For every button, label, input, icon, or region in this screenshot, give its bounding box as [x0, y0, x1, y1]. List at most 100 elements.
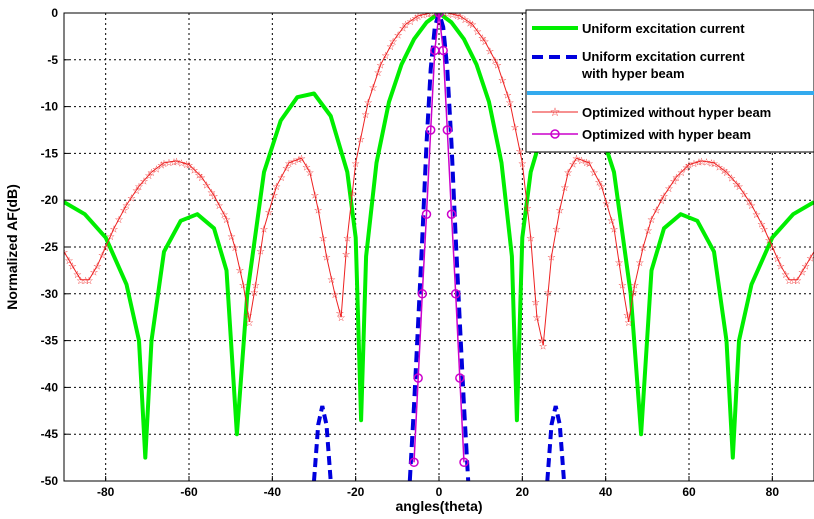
star-marker: ☆ [440, 8, 449, 19]
star-marker: ☆ [547, 252, 556, 263]
series-sidelobe-uniform-hyper [545, 405, 566, 481]
star-marker: ☆ [245, 318, 254, 329]
star-marker: ☆ [399, 24, 408, 35]
star-marker: ☆ [60, 248, 69, 259]
star-marker: ☆ [781, 270, 790, 281]
star-marker: ☆ [381, 51, 390, 62]
star-marker: ☆ [760, 224, 769, 235]
legend-marker-optimized-hyper [550, 129, 560, 139]
series-1 [312, 13, 566, 481]
star-marker: ☆ [618, 280, 627, 291]
star-marker: ☆ [610, 224, 619, 235]
star-marker: ☆ [715, 163, 724, 174]
star-marker: ☆ [473, 27, 482, 38]
circle-marker [434, 13, 444, 18]
star-marker: ☆ [537, 336, 546, 347]
star-marker: ☆ [132, 186, 141, 197]
star-marker: ☆ [145, 171, 154, 182]
star-marker: ☆ [411, 13, 420, 24]
series-2: ☆☆☆☆☆☆☆☆☆☆☆☆☆☆☆☆☆☆☆☆☆☆☆☆☆☆☆☆☆☆☆☆☆☆☆☆☆☆☆☆… [60, 8, 814, 352]
y-tick-label: -15 [41, 146, 59, 160]
star-marker: ☆ [539, 341, 548, 352]
star-marker: ☆ [140, 177, 149, 188]
star-marker: ☆ [806, 253, 814, 264]
star-marker: ☆ [515, 147, 524, 158]
y-tick-label: -10 [41, 100, 59, 114]
star-marker: ☆ [798, 267, 807, 278]
series-line-uniform [64, 13, 814, 460]
x-tick-label: -60 [180, 485, 198, 499]
star-marker: ☆ [265, 207, 274, 218]
circle-marker [417, 289, 428, 299]
star-marker: ☆ [98, 250, 107, 261]
circle-marker [421, 209, 432, 219]
star-marker: ☆ [647, 215, 656, 226]
star-marker: ☆ [348, 189, 357, 200]
star-marker: ☆ [630, 280, 639, 291]
star-marker: ☆ [343, 234, 352, 245]
series-sidelobe-uniform-hyper [312, 405, 333, 481]
star-marker: ☆ [590, 168, 599, 179]
star-marker: ☆ [773, 254, 782, 265]
star-marker: ☆ [572, 154, 581, 165]
star-marker: ☆ [790, 276, 799, 287]
star-marker: ☆ [455, 12, 464, 23]
legend-label-uniform-hyper-line1: Uniform excitation current [582, 49, 745, 64]
star-marker: ☆ [672, 173, 681, 184]
y-tick-label: -50 [41, 474, 59, 488]
x-axis-label: angles(theta) [395, 498, 482, 514]
star-marker: ☆ [732, 179, 741, 190]
circle-marker [425, 125, 436, 135]
star-marker: ☆ [152, 164, 161, 175]
star-marker: ☆ [740, 190, 749, 201]
star-marker: ☆ [785, 276, 794, 287]
y-tick-label: -30 [41, 287, 59, 301]
star-marker: ☆ [424, 10, 433, 21]
legend: Uniform excitation current Uniform excit… [525, 9, 814, 153]
star-marker: ☆ [765, 236, 774, 247]
star-marker: ☆ [319, 234, 328, 245]
circle-marker [446, 209, 457, 219]
star-marker: ☆ [310, 191, 319, 202]
y-tick-label: 0 [51, 6, 58, 20]
series-group: ☆☆☆☆☆☆☆☆☆☆☆☆☆☆☆☆☆☆☆☆☆☆☆☆☆☆☆☆☆☆☆☆☆☆☆☆☆☆☆☆… [60, 8, 814, 481]
star-marker: ☆ [376, 60, 385, 71]
star-marker: ☆ [544, 288, 553, 299]
y-tick-label: -5 [47, 53, 58, 67]
star-marker: ☆ [660, 192, 669, 203]
star-marker: ☆ [364, 98, 373, 109]
x-tick-label: -80 [97, 485, 115, 499]
star-marker: ☆ [607, 216, 616, 227]
star-marker: ☆ [639, 243, 648, 254]
x-tick-label: -20 [347, 485, 365, 499]
star-marker: ☆ [374, 68, 383, 79]
star-marker: ☆ [682, 163, 691, 174]
star-marker: ☆ [135, 182, 144, 193]
circle-marker [450, 289, 461, 299]
star-marker: ☆ [160, 159, 169, 170]
star-marker: ☆ [302, 163, 311, 174]
star-marker: ☆ [747, 201, 756, 212]
star-marker: ☆ [480, 37, 489, 48]
circle-marker [438, 45, 448, 56]
star-marker: ☆ [560, 183, 569, 194]
star-marker: ☆ [93, 262, 102, 273]
star-marker: ☆ [768, 243, 777, 254]
star-marker: ☆ [419, 11, 428, 22]
star-marker: ☆ [295, 155, 304, 166]
star-marker: ☆ [356, 134, 365, 145]
y-axis-label: Normalized AF(dB) [4, 184, 20, 309]
star-marker: ☆ [652, 206, 661, 217]
y-tick-label: -25 [41, 240, 59, 254]
star-marker: ☆ [595, 177, 604, 188]
y-tick-label: -35 [41, 334, 59, 348]
star-marker: ☆ [426, 9, 435, 20]
star-marker: ☆ [122, 201, 131, 212]
star-marker: ☆ [244, 310, 253, 321]
x-tick-label: -40 [264, 485, 282, 499]
legend-label-uniform: Uniform excitation current [582, 21, 745, 36]
star-marker: ☆ [202, 180, 211, 191]
star-marker: ☆ [485, 46, 494, 57]
series-line-optimized [64, 13, 814, 346]
star-marker: ☆ [190, 165, 199, 176]
